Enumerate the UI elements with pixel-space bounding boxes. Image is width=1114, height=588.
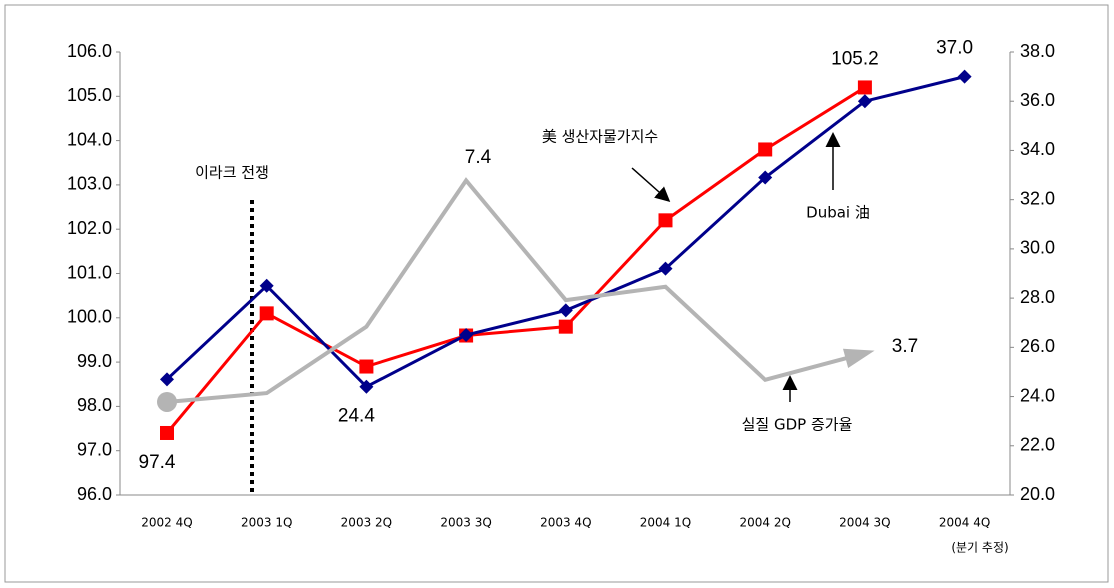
x-tick-label: 2004 3Q — [839, 516, 890, 530]
y-tick-label: 104.0 — [67, 129, 112, 149]
y2-tick-label: 36.0 — [1020, 90, 1055, 110]
x-tick-label: 2003 2Q — [341, 516, 392, 530]
y2-tick-label: 34.0 — [1020, 139, 1055, 159]
y-tick-label: 97.0 — [77, 439, 112, 459]
marker — [957, 69, 972, 84]
series-label: Dubai 油 — [806, 204, 870, 222]
x-tick-label: 2003 4Q — [540, 516, 591, 530]
marker — [658, 213, 673, 228]
value-label: 105.2 — [831, 48, 879, 69]
marker — [459, 328, 474, 343]
value-label: 97.4 — [139, 452, 176, 473]
y2-tick-label: 28.0 — [1020, 287, 1055, 307]
marker — [658, 261, 673, 276]
y-tick-label: 105.0 — [67, 85, 112, 105]
frame — [4, 4, 1109, 583]
marker — [758, 170, 773, 185]
x-tick-label: 2002 4Q — [141, 516, 192, 530]
x-tick-label: 2003 1Q — [241, 516, 292, 530]
y-tick-label: 106.0 — [67, 41, 112, 61]
series-line — [165, 75, 965, 389]
marker — [160, 425, 174, 440]
marker — [359, 359, 374, 374]
series-label: 실질 GDP 증가율 — [742, 416, 853, 434]
pointer — [631, 167, 671, 202]
y-tick-label: 103.0 — [67, 174, 112, 194]
marker — [259, 306, 274, 321]
y-tick-label: 101.0 — [67, 262, 112, 282]
series-label: 美 생산자물가지수 — [542, 128, 658, 146]
value-label: 37.0 — [936, 38, 973, 59]
marker — [857, 80, 872, 95]
annotation: 7.4 — [465, 147, 492, 168]
y-tick-label: 102.0 — [67, 218, 112, 238]
y2-tick-label: 20.0 — [1020, 484, 1055, 504]
y2-tick-label: 26.0 — [1020, 336, 1055, 356]
y-tick-label: 100.0 — [67, 307, 112, 327]
y2-tick-label: 30.0 — [1020, 238, 1055, 258]
marker — [857, 94, 872, 109]
y-tick-label: 99.0 — [77, 351, 112, 371]
marker — [758, 142, 773, 157]
x-tick-label: 2004 4Q — [939, 516, 990, 530]
annotation: (분기 추정) — [951, 541, 1008, 555]
start-marker — [157, 391, 177, 412]
marker — [558, 319, 573, 334]
marker — [259, 278, 274, 293]
y2-tick-label: 22.0 — [1020, 435, 1055, 455]
annotation: 3.7 — [892, 336, 918, 357]
x-tick-label: 2004 2Q — [739, 516, 790, 530]
marker — [359, 379, 374, 394]
arrow-head — [842, 348, 875, 369]
y2-tick-label: 38.0 — [1020, 41, 1055, 61]
marker — [558, 303, 573, 318]
marker — [160, 372, 174, 387]
series-line — [166, 177, 866, 404]
y2-tick-label: 24.0 — [1020, 385, 1055, 405]
y-tick-label: 98.0 — [77, 395, 112, 415]
value-label: 24.4 — [338, 406, 375, 427]
x-tick-label: 2004 1Q — [640, 516, 691, 530]
annotation: 이라크 전쟁 — [195, 164, 269, 182]
x-tick-label: 2003 3Q — [440, 516, 491, 530]
series-line — [165, 86, 866, 434]
y-tick-label: 96.0 — [77, 484, 112, 504]
y2-tick-label: 32.0 — [1020, 188, 1055, 208]
